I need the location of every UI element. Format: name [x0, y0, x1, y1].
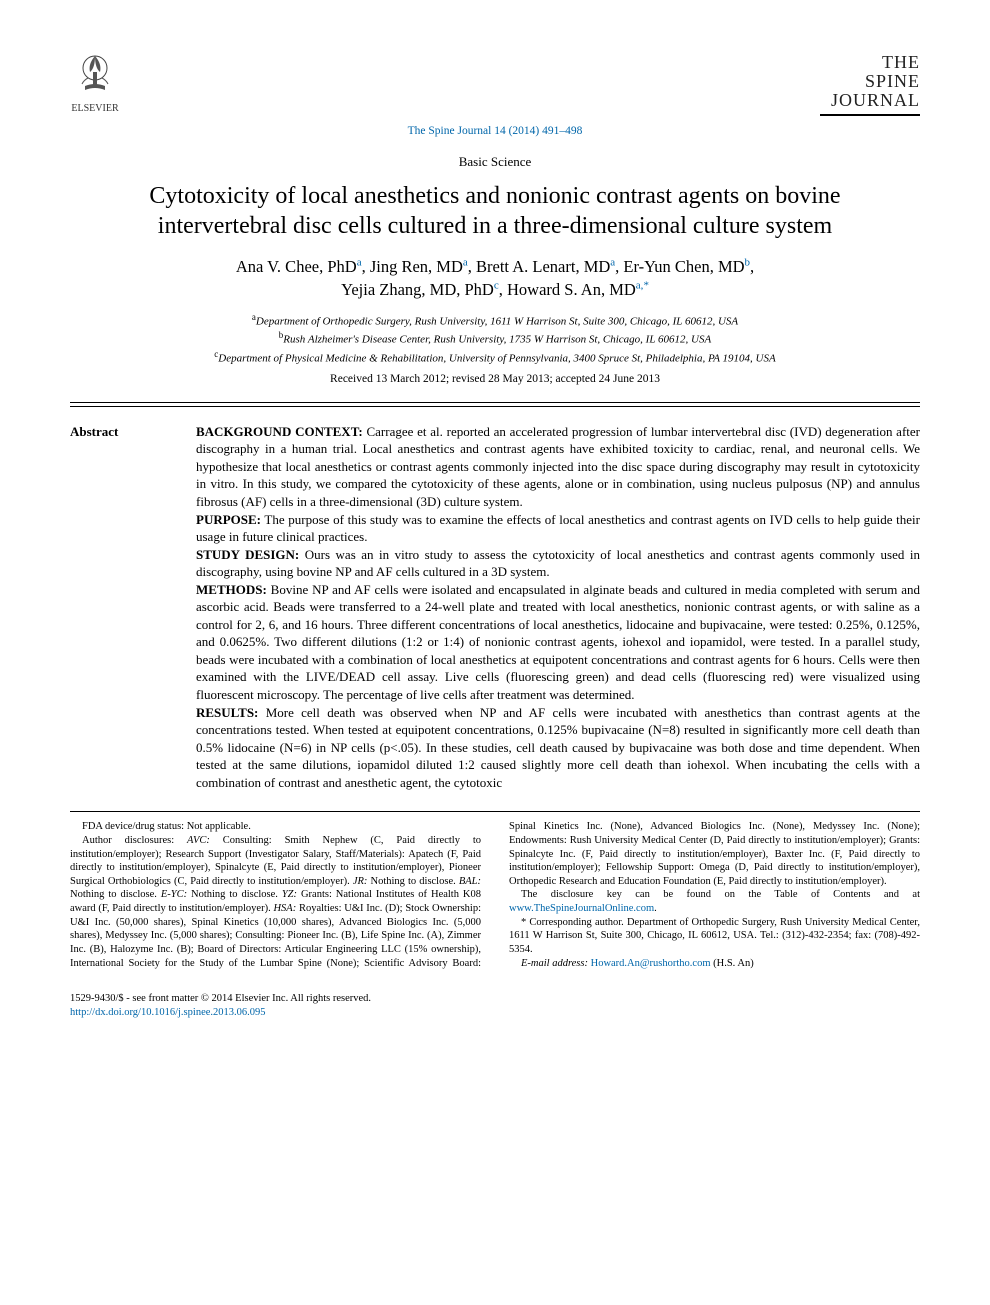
author-list: Ana V. Chee, PhDa, Jing Ren, MDa, Brett …	[70, 255, 920, 301]
affiliations: aDepartment of Orthopedic Surgery, Rush …	[70, 311, 920, 367]
section-label: Basic Science	[70, 153, 920, 171]
corresponding-author: * Corresponding author. Department of Or…	[509, 916, 920, 957]
citation-link[interactable]: The Spine Journal 14 (2014) 491–498	[408, 125, 583, 137]
article-title: Cytotoxicity of local anesthetics and no…	[90, 181, 900, 241]
publisher-name: ELSEVIER	[71, 102, 118, 116]
affiliation-line: cDepartment of Physical Medicine & Rehab…	[70, 348, 920, 367]
disclosure-key-text: .	[654, 903, 657, 914]
abstract-section: METHODS: Bovine NP and AF cells were iso…	[196, 581, 920, 704]
email-label: E-mail address:	[521, 958, 591, 969]
email-line: E-mail address: Howard.An@rushortho.com …	[509, 957, 920, 971]
abstract-body: BACKGROUND CONTEXT: Carragee et al. repo…	[196, 423, 920, 791]
copyright-text: 1529-9430/$ - see front matter © 2014 El…	[70, 992, 920, 1006]
page-header: ELSEVIER THE SPINE JOURNAL	[70, 50, 920, 116]
footnotes: FDA device/drug status: Not applicable. …	[70, 811, 920, 970]
disclosure-key: The disclosure key can be found on the T…	[509, 888, 920, 915]
citation-line: The Spine Journal 14 (2014) 491–498	[70, 124, 920, 140]
fda-status: FDA device/drug status: Not applicable.	[70, 820, 481, 834]
abstract-section: PURPOSE: The purpose of this study was t…	[196, 511, 920, 546]
abstract-label: Abstract	[70, 423, 170, 791]
abstract-block: Abstract BACKGROUND CONTEXT: Carragee et…	[70, 423, 920, 791]
affiliation-line: bRush Alzheimer's Disease Center, Rush U…	[70, 329, 920, 348]
journal-logo-line: JOURNAL	[820, 91, 920, 110]
elsevier-tree-icon	[70, 50, 120, 100]
journal-logo-line: THE	[820, 53, 920, 72]
doi-link[interactable]: http://dx.doi.org/10.1016/j.spinee.2013.…	[70, 1007, 266, 1018]
email-link[interactable]: Howard.An@rushortho.com	[591, 958, 711, 969]
journal-logo-rule	[820, 114, 920, 116]
email-attrib: (H.S. An)	[711, 958, 754, 969]
journal-logo-line: SPINE	[820, 72, 920, 91]
journal-logo: THE SPINE JOURNAL	[820, 53, 920, 116]
disclosure-key-link[interactable]: www.TheSpineJournalOnline.com	[509, 903, 654, 914]
article-dates: Received 13 March 2012; revised 28 May 2…	[70, 372, 920, 388]
disclosure-key-text: The disclosure key can be found on the T…	[521, 889, 920, 900]
divider-rule	[70, 402, 920, 403]
affiliation-line: aDepartment of Orthopedic Surgery, Rush …	[70, 311, 920, 330]
abstract-section: RESULTS: More cell death was observed wh…	[196, 704, 920, 792]
divider-rule	[70, 406, 920, 407]
copyright-block: 1529-9430/$ - see front matter © 2014 El…	[70, 992, 920, 1019]
abstract-section: STUDY DESIGN: Ours was an in vitro study…	[196, 546, 920, 581]
abstract-section: BACKGROUND CONTEXT: Carragee et al. repo…	[196, 423, 920, 511]
publisher-logo: ELSEVIER	[70, 50, 120, 116]
